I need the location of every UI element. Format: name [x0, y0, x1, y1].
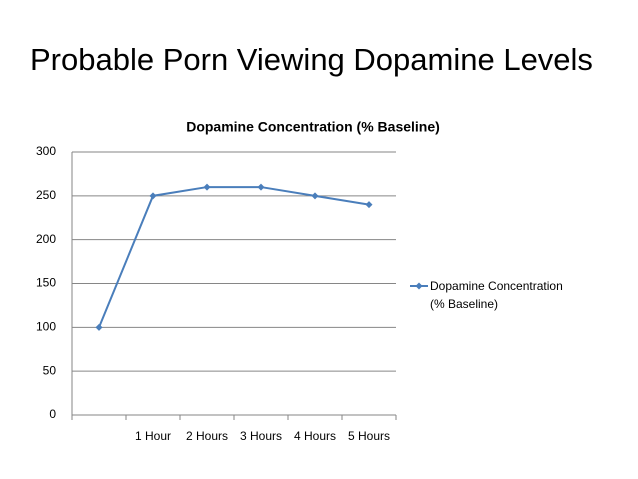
slide-title: Probable Porn Viewing Dopamine Levels: [30, 42, 593, 77]
point-marker: [95, 323, 103, 331]
legend-label: Dopamine Concentration (% Baseline): [430, 279, 563, 311]
point-marker: [203, 183, 211, 191]
y-tick-label: 150: [36, 276, 56, 290]
y-tick-label: 0: [49, 407, 56, 421]
x-tick-label: 4 Hours: [294, 429, 336, 443]
y-tick-label: 250: [36, 188, 56, 202]
series-line: [98, 186, 370, 328]
y-tick-label: 100: [36, 320, 56, 334]
point-marker: [257, 183, 265, 191]
x-tick-label: 2 Hours: [186, 429, 228, 443]
x-tick-label: 5 Hours: [348, 429, 390, 443]
point-marker: [149, 192, 157, 200]
legend-marker: [415, 282, 423, 290]
y-tick-label: 50: [43, 363, 57, 377]
chart-title: Dopamine Concentration (% Baseline): [186, 119, 440, 135]
y-tick-label: 300: [36, 144, 56, 158]
point-marker: [311, 192, 319, 200]
y-tick-label: 200: [36, 232, 56, 246]
x-tick-label: 3 Hours: [240, 429, 282, 443]
x-tick-label: 1 Hour: [135, 429, 171, 443]
point-marker: [365, 201, 373, 209]
